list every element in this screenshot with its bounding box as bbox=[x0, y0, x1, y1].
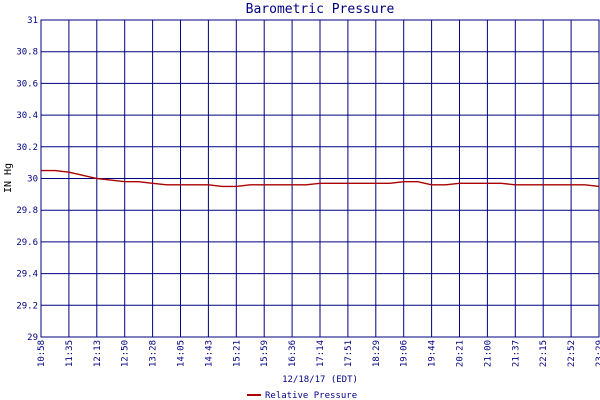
x-tick-label: 15:59 bbox=[260, 340, 270, 367]
x-tick-label: 22:15 bbox=[539, 340, 549, 367]
y-tick-label: 29.4 bbox=[16, 270, 38, 280]
x-tick-label: 12:13 bbox=[93, 340, 103, 367]
y-tick-label: 31 bbox=[27, 16, 38, 26]
y-tick-label: 29.8 bbox=[16, 206, 38, 216]
legend: Relative Pressure bbox=[247, 391, 357, 400]
x-tick-label: 22:52 bbox=[567, 340, 577, 367]
grid bbox=[40, 19, 600, 338]
x-tick-label: 20:21 bbox=[456, 340, 466, 367]
x-axis-label: 12/18/17 (EDT) bbox=[282, 375, 358, 385]
x-tick-label: 10:58 bbox=[37, 340, 47, 367]
y-tick-label: 29.6 bbox=[16, 238, 38, 248]
x-tick-label: 19:06 bbox=[400, 340, 410, 367]
y-tick-label: 30.8 bbox=[16, 48, 38, 58]
y-tick-label: 29.2 bbox=[16, 301, 38, 311]
y-tick-labels: 29 29.2 29.4 29.6 29.8 30 30.2 30.4 30.6 30.8 31 bbox=[16, 16, 38, 343]
x-tick-labels: 10:58 11:35 12:13 12:50 13:28 14:05 14:43 15:21… bbox=[37, 340, 600, 367]
x-tick-label: 15:21 bbox=[232, 340, 242, 367]
y-tick-label: 29 bbox=[27, 333, 38, 343]
y-tick-label: 30 bbox=[27, 175, 38, 185]
x-tick-label: 23:29 bbox=[595, 340, 600, 367]
y-axis-label: IN Hg bbox=[3, 163, 14, 193]
y-tick-label: 30.4 bbox=[16, 111, 38, 121]
plot-area-frame bbox=[40, 19, 600, 338]
x-tick-label: 19:44 bbox=[428, 340, 438, 367]
x-tick-label: 11:35 bbox=[65, 340, 75, 367]
chart-title: Barometric Pressure bbox=[246, 2, 395, 17]
x-tick-label: 17:51 bbox=[344, 340, 354, 367]
x-tick-label: 13:28 bbox=[149, 340, 159, 367]
legend-label-relative-pressure: Relative Pressure bbox=[265, 391, 357, 400]
x-tick-label: 21:00 bbox=[483, 340, 493, 367]
x-tick-label: 21:37 bbox=[511, 340, 521, 367]
relative-pressure-line bbox=[41, 169, 600, 188]
x-tick-label: 16:36 bbox=[288, 340, 298, 367]
x-tick-label: 18:29 bbox=[372, 340, 382, 367]
x-tick-label: 14:05 bbox=[177, 340, 187, 367]
x-tick-label: 14:43 bbox=[204, 340, 214, 367]
x-tick-label: 12:50 bbox=[121, 340, 131, 367]
y-tick-label: 30.6 bbox=[16, 79, 38, 89]
y-tick-label: 30.2 bbox=[16, 143, 38, 153]
x-tick-label: 17:14 bbox=[316, 340, 326, 367]
